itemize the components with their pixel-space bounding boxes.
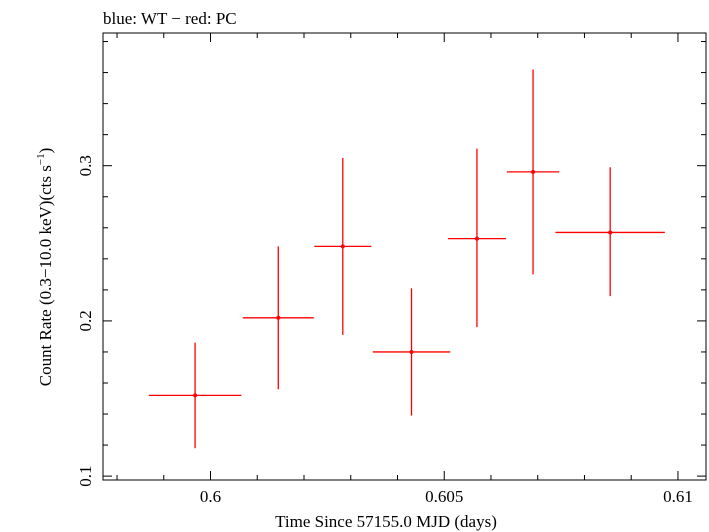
x-tick-label: 0.605 xyxy=(425,487,463,506)
data-marker xyxy=(474,236,479,241)
data-marker xyxy=(531,169,536,174)
data-point xyxy=(447,148,506,328)
y-axis-label: Count Rate (0.3−10.0 keV)(cts s−1) xyxy=(35,148,55,387)
data-point xyxy=(148,342,242,449)
data-point xyxy=(372,288,451,416)
y-axis-label-exponent: −1 xyxy=(35,153,47,165)
x-tick-label: 0.61 xyxy=(663,487,693,506)
axis-tick-labels: 0.6 0.605 0.61 0.1 0.2 0.3 xyxy=(76,155,693,506)
y-axis-label-main: Count Rate (0.3−10.0 keV)(cts s xyxy=(36,165,55,386)
y-axis-label-close: ) xyxy=(36,148,55,154)
data-point xyxy=(555,167,665,297)
y-tick-label: 0.2 xyxy=(76,310,95,331)
y-tick-label: 0.3 xyxy=(76,155,95,176)
axis-ticks xyxy=(103,33,706,480)
data-marker xyxy=(340,244,345,249)
data-point xyxy=(506,69,560,275)
data-marker xyxy=(608,230,613,235)
data-marker xyxy=(409,349,414,354)
y-tick-label: 0.1 xyxy=(76,465,95,486)
data-point xyxy=(314,157,372,335)
chart-title: blue: WT − red: PC xyxy=(103,9,237,28)
x-tick-label: 0.6 xyxy=(200,487,221,506)
data-marker xyxy=(276,315,281,320)
data-points xyxy=(148,69,665,449)
data-point xyxy=(242,246,314,390)
plot-frame xyxy=(102,32,707,481)
x-axis-label: Time Since 57155.0 MJD (days) xyxy=(275,512,497,531)
data-marker xyxy=(193,393,198,398)
